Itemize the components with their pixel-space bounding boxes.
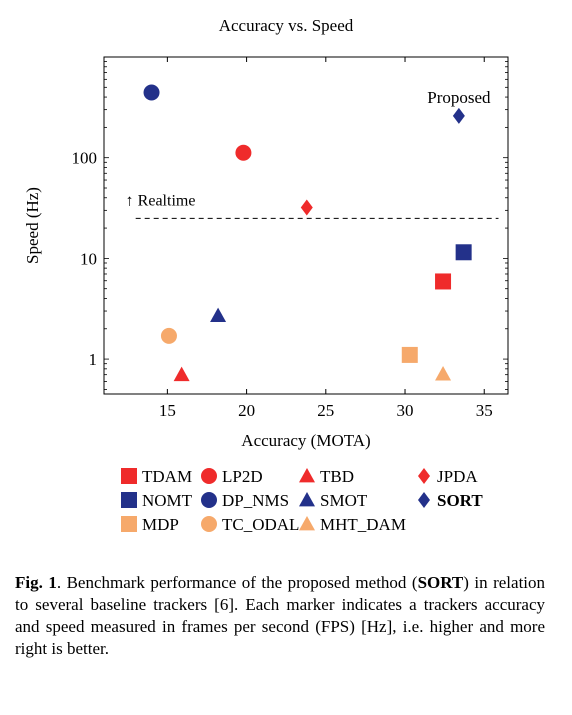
legend-marker-lp2d	[201, 468, 217, 484]
point-mht-dam	[435, 366, 452, 381]
x-tick-label: 20	[238, 401, 255, 420]
legend-label-nomt: NOMT	[142, 491, 193, 510]
caption-sort: SORT	[417, 573, 464, 592]
legend-marker-dp-nms	[201, 492, 217, 508]
caption-text-2: ) in relation to several baseline tracke…	[15, 573, 546, 658]
y-tick-label: 10	[80, 249, 97, 268]
annotation-proposed: Proposed	[427, 88, 491, 107]
legend-marker-mdp	[121, 516, 137, 532]
legend-marker-nomt	[121, 492, 137, 508]
legend-marker-tbd	[299, 468, 315, 483]
point-nomt	[455, 244, 472, 261]
legend-label-mht-dam: MHT_DAM	[320, 515, 406, 534]
figure-caption: Fig. 1. Benchmark performance of the pro…	[15, 572, 545, 660]
x-tick-label: 30	[397, 401, 414, 420]
legend-label-smot: SMOT	[320, 491, 368, 510]
x-tick-label: 25	[317, 401, 334, 420]
point-jpda	[300, 199, 313, 216]
point-lp2d	[235, 144, 252, 161]
point-mdp	[401, 346, 418, 363]
y-axis-label: Speed (Hz)	[23, 187, 42, 264]
legend-label-mdp: MDP	[142, 515, 179, 534]
point-smot	[210, 307, 227, 323]
legend-label-sort: SORT	[437, 491, 483, 510]
point-tbd	[173, 366, 190, 382]
legend-marker-smot	[299, 492, 315, 507]
y-tick-label: 100	[72, 149, 98, 168]
point-tc-odal	[160, 327, 177, 344]
point-dp-nms	[143, 84, 160, 101]
legend-label-dp-nms: DP_NMS	[222, 491, 289, 510]
chart-title: Accuracy vs. Speed	[218, 16, 354, 35]
point-sort	[452, 107, 465, 124]
y-tick-label: 1	[89, 350, 98, 369]
legend-marker-jpda	[418, 468, 430, 484]
chart-svg: 15 20 25 30 35 1 10 100 Accuracy (MOTA) Speed (Hz…	[23, 56, 509, 534]
legend-marker-sort	[418, 492, 430, 508]
plot-frame	[103, 56, 509, 395]
legend-label-tdam: TDAM	[142, 467, 192, 486]
legend-marker-tc-odal	[201, 516, 217, 532]
x-tick-label: 15	[159, 401, 176, 420]
legend-label-jpda: JPDA	[437, 467, 478, 486]
legend-label-lp2d: LP2D	[222, 467, 263, 486]
realtime-label: ↑ Realtime	[126, 192, 196, 209]
caption-text-1: . Benchmark performance of the proposed …	[56, 573, 418, 592]
legend-marker-tdam	[121, 468, 137, 484]
figure: Accuracy vs. Speed 15 20 25 30 35 1 10 100 Accur…	[23, 16, 509, 534]
legend-marker-mht-dam	[299, 516, 315, 531]
legend-label-tbd: TBD	[320, 467, 354, 486]
x-tick-label: 35	[476, 401, 493, 420]
point-tdam	[435, 273, 452, 290]
legend-label-tc-odal: TC_ODAL	[222, 515, 299, 534]
caption-fig-label: Fig. 1	[15, 573, 57, 592]
x-axis-label: Accuracy (MOTA)	[241, 431, 370, 450]
